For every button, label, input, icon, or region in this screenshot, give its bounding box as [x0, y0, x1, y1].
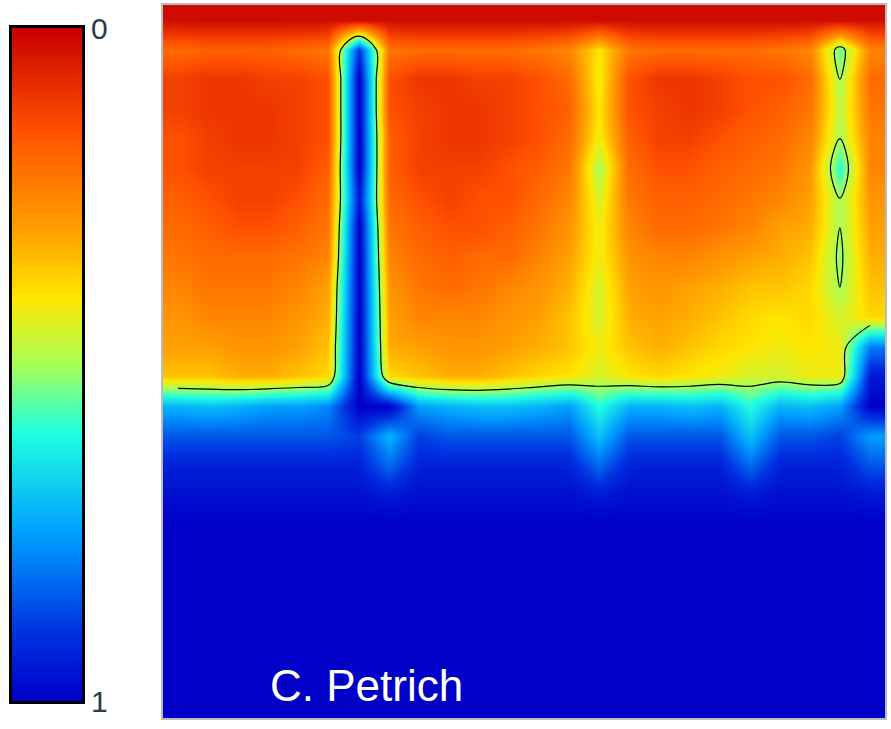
svg-text:C. Petrich: C. Petrich	[270, 661, 463, 710]
svg-text:1: 1	[91, 685, 108, 718]
svg-text:0: 0	[91, 12, 108, 45]
